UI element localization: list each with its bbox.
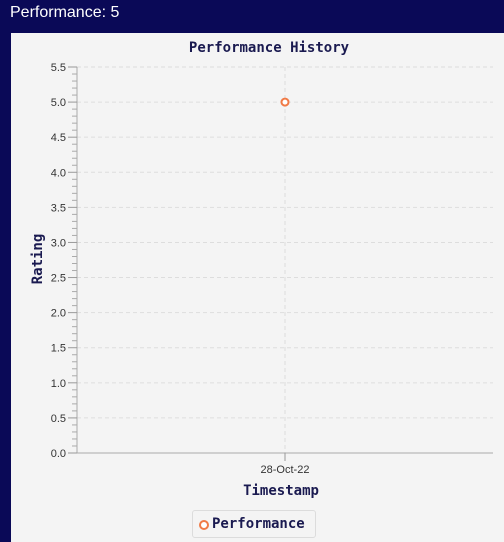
grid-lines [77, 66, 493, 453]
y-axis-label: Rating [30, 234, 46, 285]
y-tick-label: 1.0 [51, 378, 66, 390]
title-bar: Performance: 5 [0, 0, 504, 28]
x-axis-label: Timestamp [243, 483, 319, 499]
y-tick-label: 5.0 [51, 97, 66, 109]
legend-marker-icon [199, 520, 209, 530]
performance-chart: Performance History 0.0 0.5 1.0 1.5 2.0 2.5 3.… [30, 40, 493, 499]
y-tick-label: 0.5 [51, 413, 66, 425]
legend-label: Performance [212, 516, 305, 532]
y-tick-label: 5.5 [51, 62, 66, 74]
chart-panel: Performance History 0.0 0.5 1.0 1.5 2.0 2.5 3.… [11, 33, 504, 542]
y-tick-label: 2.0 [51, 308, 66, 320]
window-title: Performance: 5 [10, 4, 120, 21]
chart-legend: Performance [192, 510, 316, 538]
y-tick-label: 0.0 [51, 448, 66, 460]
y-tick-label: 1.5 [51, 343, 66, 355]
data-points [280, 97, 290, 107]
chart-title: Performance History [189, 40, 350, 56]
y-tick-label: 3.5 [51, 202, 66, 214]
x-tick-label: 28-Oct-22 [261, 464, 310, 476]
data-point [280, 97, 290, 107]
tick-marks [68, 66, 286, 461]
y-tick-label: 4.0 [51, 167, 66, 179]
y-tick-label: 2.5 [51, 273, 66, 285]
y-tick-label: 3.0 [51, 237, 66, 249]
tick-labels: 0.0 0.5 1.0 1.5 2.0 2.5 3.0 3.5 4.0 4.5 5.0 5.5 28-O… [51, 62, 310, 476]
y-tick-label: 4.5 [51, 132, 66, 144]
